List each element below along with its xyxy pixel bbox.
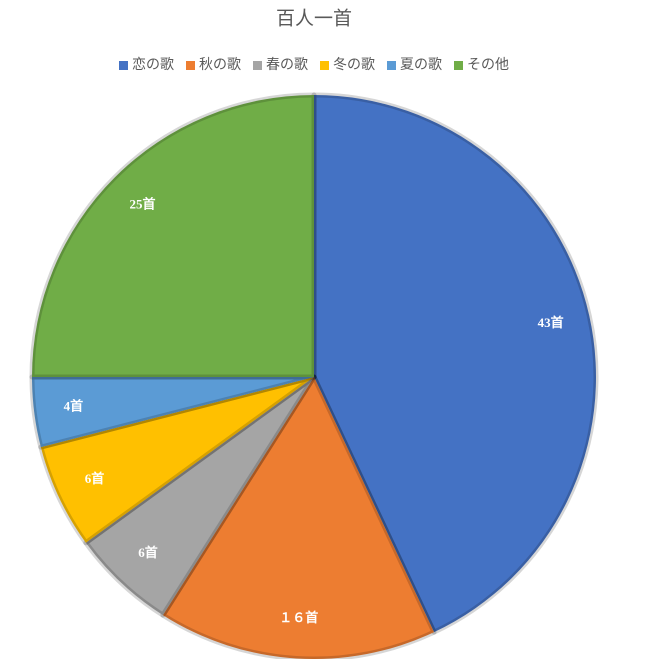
pie-slice <box>83 374 317 618</box>
pie-slice <box>160 374 437 659</box>
legend-label: 冬の歌 <box>333 57 375 73</box>
pie-slice <box>311 92 599 635</box>
legend-label: 秋の歌 <box>199 57 241 73</box>
legend-swatch <box>387 61 396 70</box>
chart-title: 百人一首 <box>276 7 352 29</box>
data-label: 43首 <box>538 315 564 330</box>
legend-label: その他 <box>467 57 509 73</box>
legend-swatch <box>186 61 195 70</box>
legend-swatch <box>253 61 262 70</box>
data-label: 6首 <box>138 545 158 560</box>
legend-swatch <box>320 61 329 70</box>
legend-label: 恋の歌 <box>132 56 174 73</box>
legend-label: 夏の歌 <box>400 57 442 73</box>
pie: 43首 １６首 6首 6首 4首 25首 <box>29 92 599 659</box>
data-label: 4首 <box>64 398 84 413</box>
pie-slice <box>29 92 317 380</box>
legend-label: 春の歌 <box>266 57 308 73</box>
pie-slice <box>29 374 317 450</box>
pie-slice <box>38 374 317 546</box>
legend-swatch <box>119 61 128 70</box>
legend: 恋の歌 秋の歌 春の歌 冬の歌 夏の歌 その他 <box>119 56 509 73</box>
legend-swatch <box>454 61 463 70</box>
data-label: 6首 <box>85 471 105 486</box>
data-label: 25首 <box>130 196 156 211</box>
data-label: １６首 <box>279 610 318 625</box>
